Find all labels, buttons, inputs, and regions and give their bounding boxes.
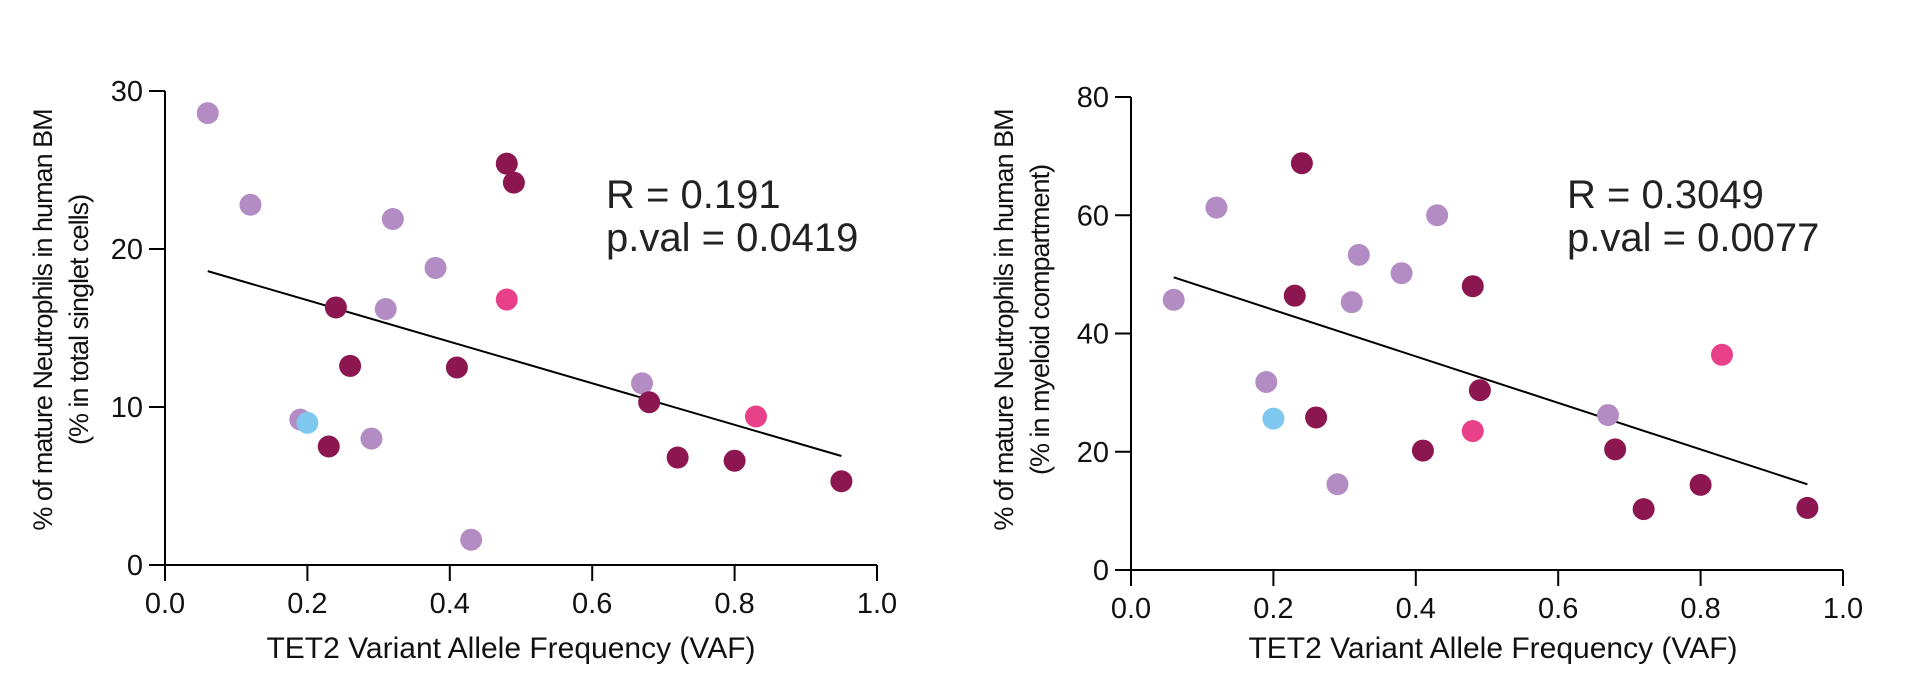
- chart-0-data-point: [638, 391, 661, 414]
- chart-1-data-point: [1597, 404, 1620, 427]
- chart-0-x-tick-label: 0.4: [430, 588, 470, 620]
- chart-1-x-tick-label: 0.6: [1538, 593, 1578, 625]
- chart-0-data-point: [830, 470, 853, 493]
- chart-1-y-tick-label: 80: [1077, 82, 1109, 114]
- chart-1-r-value: R = 0.3049: [1567, 173, 1764, 217]
- chart-1-data-point: [1326, 473, 1349, 496]
- chart-0-y-tick-label: 30: [111, 76, 143, 108]
- chart-1-data-point: [1461, 275, 1484, 298]
- chart-1-x-tick-label: 0.0: [1111, 593, 1151, 625]
- chart-1-data-point: [1162, 288, 1185, 311]
- chart-neutrophils-myeloid: % of mature Neutrophils in human BM (% i…: [989, 82, 1863, 665]
- chart-1-data-point: [1283, 284, 1306, 307]
- chart-0-y-tick-label: 0: [127, 550, 143, 582]
- chart-1-x-tick-label: 0.8: [1680, 593, 1720, 625]
- chart-0-x-tick-label: 0.2: [287, 588, 327, 620]
- chart-0-data-point: [196, 102, 219, 125]
- chart-1-y-tick-label: 0: [1093, 555, 1109, 587]
- chart-0-x-axis-title: TET2 Variant Allele Frequency (VAF): [266, 632, 755, 665]
- chart-0-data-point: [360, 427, 383, 450]
- chart-1-p-value: p.val = 0.0077: [1567, 216, 1819, 260]
- chart-1-data-point: [1262, 407, 1285, 430]
- chart-0-y-axis-title-line2: (% in total singlet cells): [64, 195, 94, 445]
- chart-0-data-point: [424, 256, 447, 279]
- chart-0-data-point: [666, 446, 689, 469]
- chart-0-x-tick-label: 0.8: [714, 588, 754, 620]
- chart-0-regression-line: [207, 270, 842, 457]
- chart-1-regression-line: [1173, 276, 1808, 486]
- chart-1-data-point: [1255, 370, 1278, 393]
- chart-0-y-axis-title-line1: % of mature Neutrophils in human BM: [28, 109, 58, 530]
- chart-1-data-point: [1796, 496, 1819, 519]
- chart-1-data-point: [1461, 420, 1484, 443]
- chart-1-data-point: [1468, 379, 1491, 402]
- chart-1-data-point: [1290, 152, 1313, 175]
- chart-1-y-tick-label: 20: [1077, 437, 1109, 469]
- chart-0-data-point: [374, 298, 397, 321]
- chart-0-p-value: p.val = 0.0419: [606, 216, 858, 260]
- chart-1-data-point: [1689, 473, 1712, 496]
- chart-0-data-point: [495, 152, 518, 175]
- chart-1-data-point: [1305, 406, 1328, 429]
- chart-1-y-tick-label: 40: [1077, 319, 1109, 351]
- chart-1-x-tick-label: 0.4: [1396, 593, 1436, 625]
- chart-0-data-point: [502, 171, 525, 194]
- chart-0-data-point: [339, 354, 362, 377]
- chart-neutrophils-total-singlet: % of mature Neutrophils in human BM (% i…: [28, 76, 897, 665]
- chart-1-data-point: [1205, 196, 1228, 219]
- chart-1-data-point: [1411, 439, 1434, 462]
- chart-0-r-value: R = 0.191: [606, 173, 781, 217]
- chart-0-y-tick-label: 20: [111, 234, 143, 266]
- chart-0-data-point: [723, 449, 746, 472]
- chart-1-y-axis-title-line2: (% in myeloid compartment): [1025, 165, 1055, 475]
- chart-0-x-tick-label: 0.6: [572, 588, 612, 620]
- chart-0-x-tick-label: 0.0: [145, 588, 185, 620]
- chart-0-data-point: [460, 528, 483, 551]
- chart-1-x-tick-label: 1.0: [1823, 593, 1863, 625]
- chart-1-data-point: [1347, 243, 1370, 266]
- chart-0-data-point: [317, 435, 340, 458]
- chart-0-x-tick-label: 1.0: [857, 588, 897, 620]
- chart-0-data-point: [296, 411, 319, 434]
- chart-1-x-tick-label: 0.2: [1253, 593, 1293, 625]
- chart-0-data-point: [324, 296, 347, 319]
- chart-0-data-point: [381, 207, 404, 230]
- chart-1-y-tick-label: 60: [1077, 200, 1109, 232]
- chart-0-data-point: [495, 288, 518, 311]
- chart-0-data-point: [744, 405, 767, 428]
- chart-0-data-point: [631, 372, 654, 395]
- chart-0-data-point: [445, 356, 468, 379]
- chart-1-data-point: [1426, 204, 1449, 227]
- chart-1-x-axis-title: TET2 Variant Allele Frequency (VAF): [1248, 632, 1737, 665]
- chart-1-y-axis-title-line1: % of mature Neutrophils in human BM: [989, 109, 1019, 530]
- chart-1-data-point: [1604, 438, 1627, 461]
- chart-0-y-tick-label: 10: [111, 392, 143, 424]
- chart-0-data-point: [239, 193, 262, 216]
- chart-1-data-point: [1632, 498, 1655, 521]
- chart-1-data-point: [1390, 262, 1413, 285]
- chart-1-data-point: [1340, 291, 1363, 314]
- chart-1-data-point: [1710, 343, 1733, 366]
